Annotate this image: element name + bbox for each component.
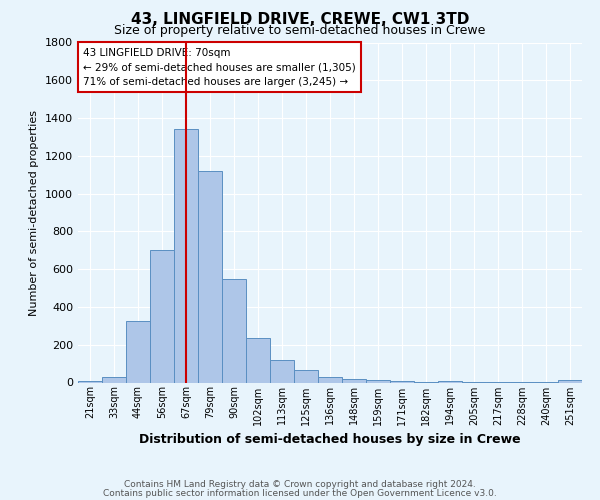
Text: Contains HM Land Registry data © Crown copyright and database right 2024.: Contains HM Land Registry data © Crown c… (124, 480, 476, 489)
Bar (438, 380, 462, 382)
Bar (150, 250, 174, 382)
Bar (78, 380, 102, 382)
Bar (126, 321, 150, 382)
Bar (558, 380, 582, 382)
Bar (198, 171, 222, 382)
Text: 43 LINGFIELD DRIVE: 70sqm
← 29% of semi-detached houses are smaller (1,305)
71% : 43 LINGFIELD DRIVE: 70sqm ← 29% of semi-… (83, 48, 356, 87)
Text: 43, LINGFIELD DRIVE, CREWE, CW1 3TD: 43, LINGFIELD DRIVE, CREWE, CW1 3TD (131, 12, 469, 28)
Bar (270, 360, 294, 382)
Bar (102, 377, 126, 382)
Text: Contains public sector information licensed under the Open Government Licence v3: Contains public sector information licen… (103, 488, 497, 498)
Bar (318, 377, 342, 382)
Text: Size of property relative to semi-detached houses in Crewe: Size of property relative to semi-detach… (115, 24, 485, 37)
Bar (366, 380, 390, 382)
Y-axis label: Number of semi-detached properties: Number of semi-detached properties (29, 110, 40, 316)
Bar (246, 338, 270, 382)
Bar (390, 380, 414, 382)
Bar (342, 378, 366, 382)
Bar (174, 130, 198, 382)
Bar (294, 370, 318, 382)
X-axis label: Distribution of semi-detached houses by size in Crewe: Distribution of semi-detached houses by … (139, 433, 521, 446)
Bar (222, 278, 246, 382)
